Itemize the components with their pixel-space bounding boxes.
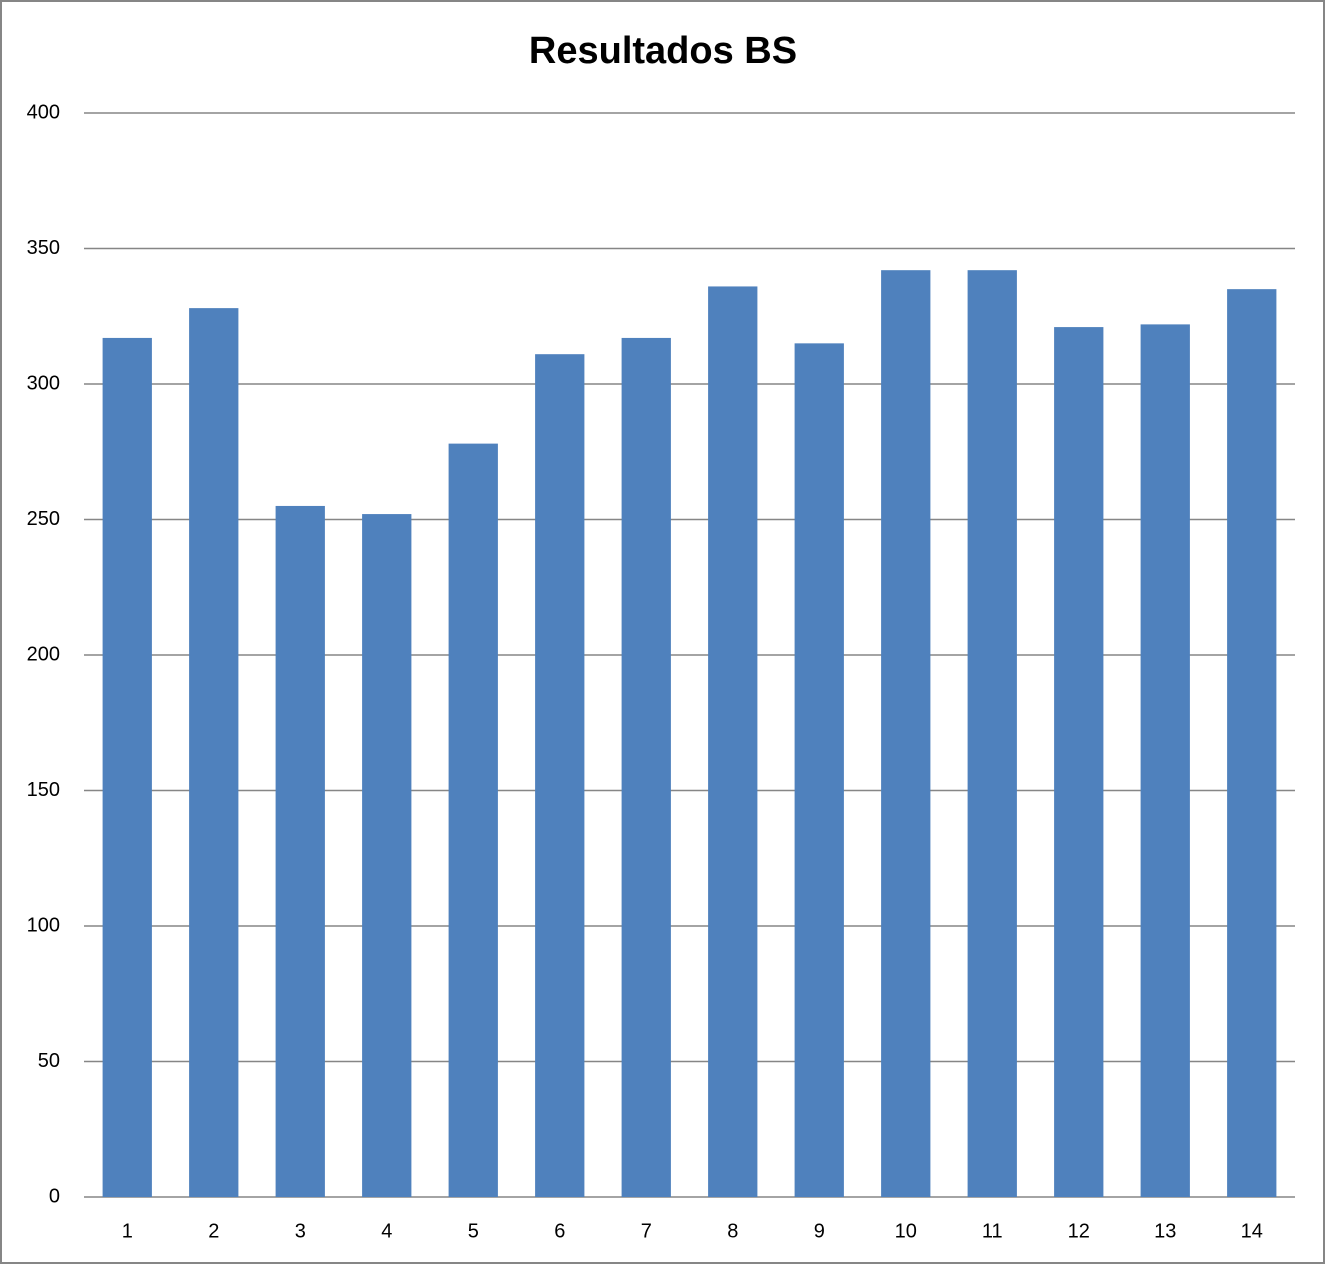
y-tick-label: 100 [27,914,60,936]
bar [881,270,931,1197]
x-tick-label: 5 [468,1220,479,1242]
y-tick-label: 200 [27,643,60,665]
x-tick-label: 13 [1154,1220,1176,1242]
bar [794,343,844,1198]
bar [535,354,585,1197]
x-tick-label: 2 [208,1220,219,1242]
x-tick-label: 8 [727,1220,738,1242]
y-tick-label: 250 [27,508,60,530]
x-tick-label: 3 [295,1220,306,1242]
y-tick-label: 150 [27,779,60,801]
y-tick-label: 50 [38,1050,60,1072]
bar [621,337,671,1197]
bar [1227,289,1277,1197]
bar [1054,327,1104,1198]
bar [967,270,1017,1197]
x-tick-label: 6 [554,1220,565,1242]
x-tick-label: 1 [122,1220,133,1242]
x-tick-label: 10 [895,1220,917,1242]
bar [102,337,152,1197]
x-tick-label: 9 [814,1220,825,1242]
x-tick-label: 14 [1241,1220,1263,1242]
chart-title: Resultados BS [529,30,797,72]
bar [448,443,498,1197]
bar [1140,324,1190,1197]
x-tick-label: 7 [641,1220,652,1242]
x-tick-label: 4 [381,1220,392,1242]
bar [275,505,325,1197]
bar [362,514,412,1197]
bar [189,308,239,1197]
x-tick-label: 11 [982,1220,1003,1242]
y-tick-label: 400 [27,101,60,123]
bar [708,286,758,1197]
x-tick-label: 12 [1068,1220,1090,1242]
y-tick-label: 350 [27,237,60,259]
y-tick-label: 300 [27,372,60,394]
y-tick-label: 0 [49,1185,60,1207]
